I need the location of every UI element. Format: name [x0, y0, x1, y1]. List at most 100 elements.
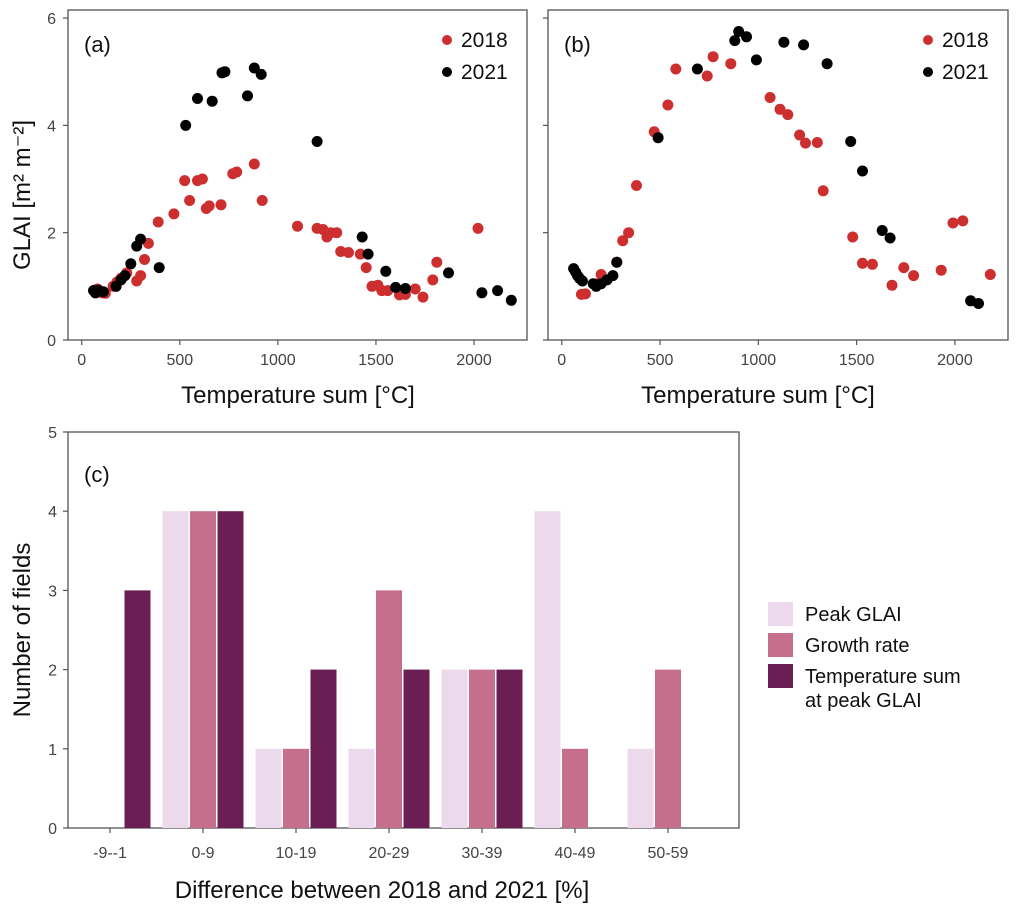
scatter-point-2018 [431, 256, 443, 268]
scatter-point-2021 [611, 256, 623, 268]
y-tick-label: 0 [47, 333, 56, 350]
y-tick-label: 4 [48, 504, 57, 521]
scatter-point-2021 [356, 231, 368, 243]
scatter-point-2021 [153, 262, 165, 274]
scatter-point-2021 [691, 63, 703, 75]
scatter-point-2021 [750, 54, 762, 66]
x-tick-label: 0-9 [191, 845, 214, 862]
scatter-point-2018 [135, 270, 147, 282]
scatter-panel-b: (b) 0 500 1000 1500 2000 Temperature sum [°C… [543, 9, 1009, 409]
legend-label-2: Growth rate [805, 635, 909, 657]
x-tick-label: 1500 [839, 352, 875, 369]
y-tick-label: 2 [48, 663, 57, 680]
legend-marker-2021 [923, 67, 933, 77]
scatter-point-2021 [741, 31, 752, 43]
scatter-point-2021 [652, 132, 664, 144]
scatter-point-2021 [255, 68, 267, 80]
scatter-point-2021 [97, 286, 109, 298]
x-tick-label: 30-39 [462, 845, 503, 862]
scatter-point-2021 [380, 265, 392, 277]
x-tick-label: 0 [557, 352, 566, 369]
scatter-point-2018 [427, 274, 439, 286]
scatter-point-2018 [417, 291, 429, 303]
plot-frame-b [547, 9, 1009, 341]
scatter-point-2018 [866, 258, 878, 270]
x-tick-label: 500 [166, 352, 193, 369]
scatter-point-2021 [125, 258, 137, 270]
scatter-point-2018 [725, 58, 737, 70]
scatter-point-2018 [774, 103, 786, 115]
bar-peak-glai [534, 511, 561, 828]
scatter-point-2021 [778, 36, 790, 48]
scatter-point-2021 [206, 95, 218, 107]
legend-swatch-2 [768, 633, 793, 657]
panel-label-a: (a) [84, 32, 111, 57]
scatter-point-2018 [935, 264, 947, 276]
scatter-point-2021 [399, 283, 411, 294]
y-tick-label: 0 [48, 821, 57, 838]
scatter-point-2021 [857, 165, 868, 177]
bar-peak-glai [255, 748, 282, 828]
scatter-point-2021 [798, 39, 810, 51]
scatter-point-2018 [857, 257, 868, 269]
y-tick-label: 5 [48, 425, 57, 442]
y-tick-label: 1 [48, 742, 57, 759]
scatter-point-2021 [821, 58, 833, 70]
scatter-point-2021 [876, 225, 888, 236]
scatter-point-2021 [576, 275, 588, 287]
x-tick-label: -9--1 [93, 845, 127, 862]
bar-growth-rate [190, 511, 216, 828]
legend-label-2021: 2021 [942, 61, 989, 84]
x-tick-label: 20-29 [369, 845, 410, 862]
scatter-point-2018 [817, 185, 829, 197]
scatter-point-2021 [476, 287, 488, 299]
scatter-point-2021 [219, 66, 231, 78]
scatter-point-2018 [623, 227, 635, 239]
x-tick-label: 1000 [741, 352, 777, 369]
scatter-point-2018 [184, 195, 196, 206]
bar-peak-glai [627, 748, 654, 828]
scatter-point-2018 [908, 270, 920, 282]
scatter-point-2021 [242, 90, 253, 102]
scatter-point-2021 [362, 248, 374, 260]
bar-temperature-sum-at-peak-glai [124, 590, 151, 828]
bar-peak-glai [348, 748, 375, 828]
x-tick-label: 1500 [358, 352, 394, 369]
legend-marker-2021 [442, 67, 452, 77]
scatter-point-2021 [135, 233, 147, 245]
x-tick-label: 10-19 [276, 845, 317, 862]
scatter-point-2018 [847, 231, 859, 243]
y-tick-label: 3 [48, 583, 57, 600]
scatter-point-2018 [472, 222, 484, 234]
scatter-point-2018 [670, 63, 682, 75]
scatter-point-2021 [311, 136, 323, 147]
scatter-point-2018 [898, 262, 910, 274]
scatter-point-2018 [579, 288, 591, 300]
panel-label-c: (c) [84, 462, 110, 487]
scatter-point-2021 [729, 35, 741, 47]
scatter-point-2018 [231, 166, 243, 178]
y-tick-label: 4 [47, 118, 56, 135]
scatter-point-2018 [215, 199, 227, 211]
x-tick-label: 40-49 [555, 845, 596, 862]
scatter-point-2021 [505, 294, 517, 306]
bar-peak-glai [441, 669, 468, 828]
scatter-point-2018 [292, 220, 303, 232]
bar-growth-rate [655, 669, 681, 828]
bar-panel-c: (c) 0 1 2 3 4 5 -9--1 0-9 10-19 20-29 30-39 40-49 50… [9, 425, 961, 904]
scatter-point-2018 [764, 92, 776, 103]
y-tick-label: 6 [47, 11, 56, 28]
scatter-point-2021 [845, 136, 857, 147]
plot-frame-a [67, 9, 528, 341]
scatter-panel-a: (a) 0 500 1000 1500 2000 0 2 4 6 Temperature sum… [9, 9, 528, 409]
scatter-point-2018 [179, 175, 191, 187]
scatter-point-2018 [662, 99, 674, 111]
y-tick-label: 2 [47, 226, 56, 243]
bar-growth-rate [283, 748, 309, 828]
bar-growth-rate [562, 748, 588, 828]
scatter-point-2021 [248, 62, 260, 74]
x-tick-label: 1000 [260, 352, 296, 369]
scatter-point-2021 [884, 232, 896, 244]
scatter-point-2018 [984, 269, 996, 280]
